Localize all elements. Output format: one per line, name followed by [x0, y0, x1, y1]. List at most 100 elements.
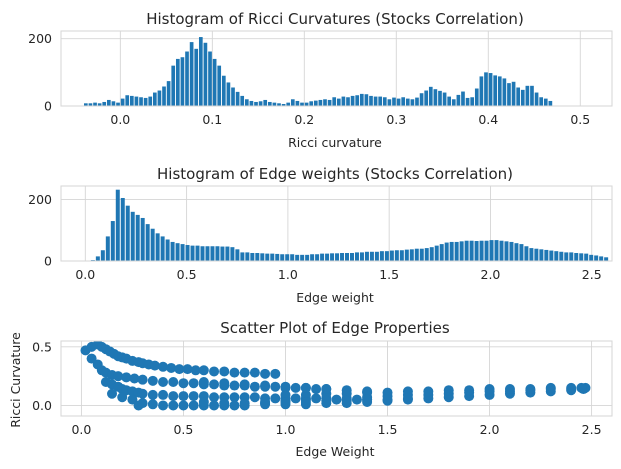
edge-weight-histogram-bar [354, 252, 359, 261]
ricci-histogram-bar [235, 91, 240, 106]
ricci-histogram-bar [152, 92, 157, 106]
scatter-point [504, 384, 515, 395]
scatter-point [566, 382, 577, 393]
ricci-histogram-bar [134, 96, 139, 106]
edge-weight-histogram-title: Histogram of Edge weights (Stocks Correl… [157, 165, 513, 183]
ricci-histogram-bar [318, 99, 323, 106]
ricci-histogram-bar [88, 103, 93, 106]
ricci-histogram-bar [304, 102, 309, 106]
edge-weight-histogram-bar [340, 253, 345, 261]
ricci-histogram-bar [194, 48, 199, 106]
ricci-histogram-bar [277, 103, 281, 106]
ricci-histogram-bar [548, 100, 553, 106]
ricci-histogram-bar [332, 97, 337, 106]
edge-weight-histogram-bar [464, 240, 469, 261]
scatter-x-tick-label: 0.0 [71, 422, 91, 437]
scatter-point [188, 391, 199, 402]
scatter-point [158, 377, 169, 388]
scatter-point [209, 400, 220, 411]
ricci-histogram-bar [497, 76, 502, 106]
scatter-point [402, 386, 413, 397]
edge-weight-histogram-bar [449, 241, 454, 261]
edge-weight-histogram-bar [285, 254, 290, 261]
edge-weight-histogram-bar [120, 197, 125, 261]
ricci-histogram-bar [392, 97, 396, 106]
ricci-histogram-bar [267, 101, 272, 106]
scatter-marks [80, 341, 591, 411]
scatter-x-tick-label: 1.5 [378, 422, 398, 437]
scatter-point [209, 392, 220, 403]
ricci-histogram-bar [447, 96, 452, 106]
ricci-histogram-bar [272, 102, 277, 106]
scatter-point [280, 389, 291, 400]
edge-weight-histogram-bar [310, 254, 315, 261]
edge-weight-histogram-bar [574, 253, 579, 261]
ricci-histogram-bar [143, 97, 148, 106]
ricci-histogram-bar [359, 93, 364, 106]
edge-weight-histogram-bar [225, 246, 230, 261]
edge-weight-histogram-bar [150, 228, 155, 261]
edge-weight-histogram-bar [175, 243, 180, 261]
ricci-histogram-bar [442, 92, 447, 106]
ricci-histogram-bar [456, 94, 461, 106]
edge-weight-histogram-bar [599, 256, 604, 261]
edge-weight-histogram-x-tick-label: 0.5 [177, 267, 197, 282]
edge-weight-histogram-bar [250, 253, 255, 261]
edge-weight-histogram-bar [280, 254, 285, 261]
ricci-histogram-bar [244, 99, 249, 106]
scatter-point [464, 385, 475, 396]
edge-weight-histogram-bar [514, 243, 519, 261]
scatter-point [300, 389, 311, 400]
ricci-histogram-bar [502, 78, 507, 106]
ricci-histogram-bar [543, 98, 548, 106]
ricci-histogram-bar [208, 51, 212, 106]
edge-weight-histogram-bar [125, 205, 130, 261]
ricci-histogram-bar [111, 101, 116, 106]
edge-weight-histogram-plot: Histogram of Edge weights (Stocks Correl… [28, 165, 613, 305]
ricci-histogram-bar [129, 95, 134, 106]
scatter-point [443, 385, 454, 396]
edge-weight-histogram-bar [539, 249, 544, 261]
ricci-histogram-bar [410, 99, 415, 106]
ricci-histogram-bar [166, 81, 171, 106]
scatter-axes-frame [60, 340, 613, 417]
edge-weight-histogram-bar [105, 236, 110, 261]
edge-weight-histogram-bar [529, 248, 534, 261]
ricci-histogram-bar [387, 99, 392, 106]
ricci-histogram-bar [263, 99, 268, 106]
edge-weight-histogram-bar [444, 242, 449, 261]
scatter-point [362, 394, 373, 405]
edge-weight-histogram-y-tick-label: 200 [28, 192, 52, 207]
scatter-point [182, 364, 193, 375]
edge-weight-histogram-y-tick-label: 0 [44, 254, 52, 269]
ricci-histogram-xlabel: Ricci curvature [288, 135, 382, 150]
ricci-histogram-bar [125, 95, 130, 106]
edge-weight-histogram-x-tick-label: 2.0 [481, 267, 501, 282]
ricci-histogram-bar [286, 102, 291, 106]
scatter-point [188, 378, 199, 389]
scatter-point [178, 378, 189, 389]
scatter-point [178, 391, 189, 402]
ricci-histogram-bar [465, 97, 470, 106]
ricci-histogram-bar [451, 99, 456, 106]
ricci-histogram-bar [185, 51, 189, 106]
scatter-point [229, 400, 240, 411]
ricci-histogram-bar [516, 87, 521, 106]
scatter-point [300, 382, 311, 393]
edge-weight-histogram-bar [369, 251, 374, 261]
edge-weight-histogram-bar [519, 244, 524, 261]
ricci-histogram-bar [364, 94, 369, 106]
edge-weight-histogram-bar [594, 255, 599, 261]
edge-weight-histogram-bar [260, 253, 265, 261]
edge-weight-histogram-bar [549, 250, 554, 261]
edge-weight-histogram-bar [419, 248, 424, 261]
ricci-histogram-bar [401, 97, 406, 106]
edge-weight-histogram-bar [235, 249, 240, 261]
scatter-y-tick-label: 0.5 [32, 339, 52, 354]
scatter-ylabel: Ricci Curvature [8, 332, 23, 428]
ricci-histogram-bar [428, 86, 433, 106]
ricci-histogram-bar [139, 97, 143, 106]
edge-weight-histogram-bar [404, 249, 409, 261]
ricci-histogram-bar [120, 98, 125, 106]
edge-weight-histogram-bar [145, 224, 150, 261]
